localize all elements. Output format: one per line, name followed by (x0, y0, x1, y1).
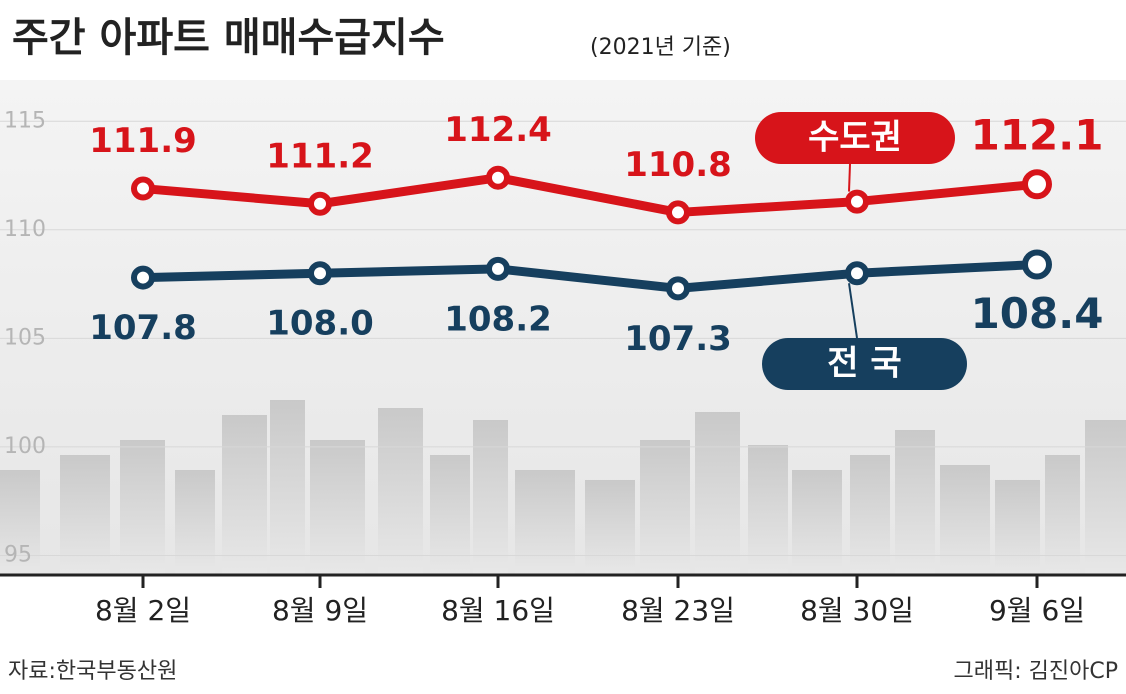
legend-pill (762, 338, 967, 390)
x-tick-label: 8월 23일 (621, 594, 735, 627)
point (131, 176, 155, 201)
point (845, 189, 869, 214)
legend-pill (755, 112, 955, 164)
y-tick-label: 110 (4, 217, 46, 242)
source: 자료:한국부동산원 (8, 659, 177, 684)
x-tick-label: 8월 16일 (441, 594, 555, 627)
point (486, 165, 510, 190)
point (666, 276, 690, 301)
value-label: 110.8 (624, 145, 732, 185)
value-label: 111.9 (89, 121, 197, 161)
legend-label: 수도권 (808, 118, 902, 158)
chart-subtitle: (2021년 기준) (590, 35, 731, 60)
point (486, 256, 510, 281)
value-label: 112.1 (971, 111, 1104, 160)
series-line (142, 260, 1038, 293)
skyline (0, 400, 1126, 575)
x-tick-label: 8월 30일 (800, 594, 914, 627)
point (1022, 169, 1052, 200)
value-label: 112.4 (444, 110, 552, 150)
point (666, 200, 690, 225)
point (1022, 249, 1052, 280)
y-tick-label: 115 (4, 108, 46, 133)
value-label: 108.4 (971, 289, 1104, 338)
chart-title: 주간 아파트 매매수급지수 (12, 15, 445, 61)
y-tick-label: 100 (4, 434, 46, 459)
value-label: 107.3 (624, 319, 732, 359)
legend-label: 전 국 (827, 344, 901, 384)
value-label: 111.2 (266, 136, 374, 176)
value-label: 108.2 (444, 299, 552, 339)
legend-callout (848, 283, 858, 339)
value-label: 107.8 (89, 308, 197, 348)
point (308, 191, 332, 216)
y-tick-label: 105 (4, 325, 46, 350)
y-tick-label: 95 (4, 542, 32, 567)
point (845, 261, 869, 286)
point (131, 265, 155, 290)
x-tick-label: 9월 6일 (989, 594, 1085, 627)
legend-callout (848, 163, 851, 192)
x-tick-label: 8월 2일 (95, 594, 191, 627)
x-tick-label: 8월 9일 (272, 594, 368, 627)
point (308, 261, 332, 286)
series-line (142, 173, 1038, 217)
credit: 그래픽: 김진아CP (954, 659, 1118, 684)
value-label: 108.0 (266, 304, 374, 344)
